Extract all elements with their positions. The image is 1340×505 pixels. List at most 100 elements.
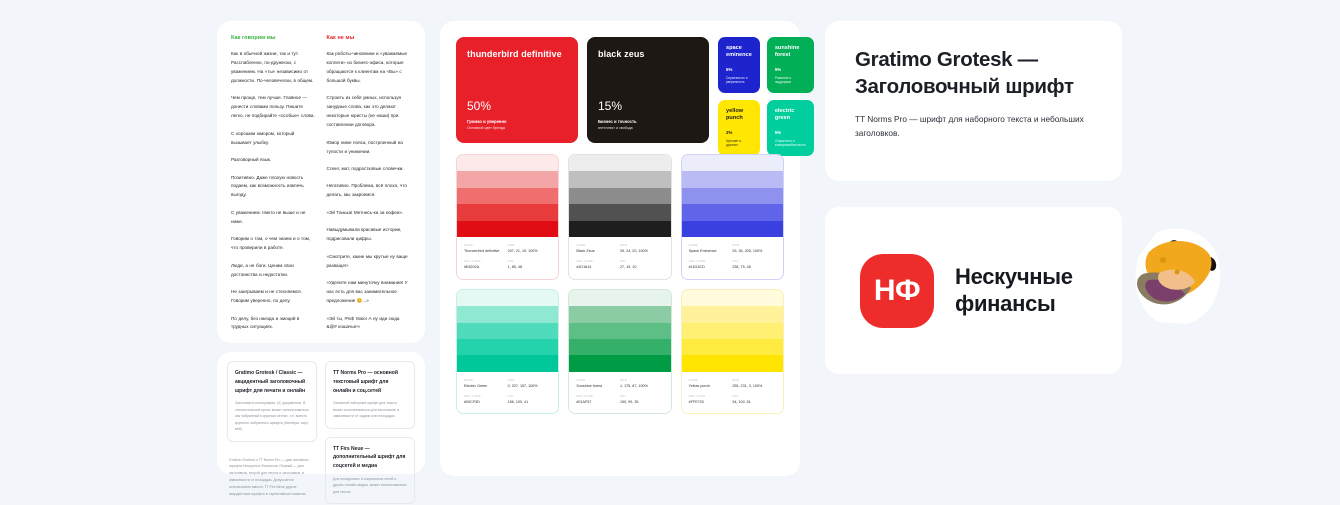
color-shade-band [681,322,783,339]
color-ramp-card[interactable]: NAME Sunshine forest RGB 1, 175, 87, 100% HE… [568,288,672,415]
swatch-name: electric green [774,108,795,122]
ramp-name-cell: NAME Thunderbird definitive [464,244,508,254]
ramp-hsl-cell: HSL 150, 99, 35 [620,395,664,405]
tone-paragraph: Строить из себя умных, используя занудны… [326,95,401,128]
ramp-name-cell: NAME Electric Green [464,379,508,389]
ramp-label-name: NAME [464,244,474,247]
ramp-label-rgb: RGB [732,244,740,247]
swatch-name: thunderbird definitive [467,49,562,59]
color-shade-band [569,155,671,172]
color-ramp-card[interactable]: NAME Black Zeus RGB 39, 24, 20, 100% HEX COD… [568,154,672,280]
ramp-label-hex: HEX CODE [688,260,706,264]
ramp-hsl-cell: HSL 27, 19, 10 [620,260,664,270]
color-ramp-strip [457,289,559,372]
ramp-value-rgb: 255, 231, 3, 100% [732,383,763,388]
ramp-value-hex: #FFE703 [688,400,704,405]
goose-mascot-icon [1135,228,1221,324]
ramp-value-hex: #1D24CD [688,265,705,270]
color-shade-band [569,322,671,339]
ramp-hex-cell: HEX CODE #FFE703 [689,395,733,405]
swatch-caption: Бизнес и точность [598,119,637,125]
ramp-value-hex: #E8202A [464,265,480,270]
mini-swatch-space-eminence[interactable]: space eminence 5% Серьезность и уверенно… [718,37,760,94]
ramp-value-hsl: 238, 75, 46 [732,265,751,270]
color-shade-band [681,220,783,238]
tone-paragraph: «Эй Танька! Метнись-ка за кофеи». [326,209,404,215]
color-shade-band [457,306,559,323]
tone-paragraph: Как в обычной жизни, так и тут. Расслабл… [231,51,314,83]
font-description: Для посадочных и социальных сетей и друг… [333,476,407,494]
color-shade-band [681,187,783,205]
mini-swatch-yellow-punch[interactable]: yellow punch 2% Цепляет и дразнит [718,100,760,157]
font-title: Gratimo Grotesk / Classic — акцидентный … [235,370,306,394]
logo-card: НФ Нескучные финансы [825,207,1122,374]
color-shade-band [569,355,671,372]
color-shade-band [457,355,559,372]
ramp-label-rgb: RGB [619,244,627,247]
ramp-rgb-cell: RGB 1, 175, 87, 100% [620,379,664,389]
color-ramp-strip [681,289,783,372]
ramp-value-name: Sunshine forest [576,383,602,388]
ramp-label-hex: HEX CODE [464,260,481,264]
font-description: Заголовки в полиграфии, UI, документах. … [235,401,309,432]
color-shade-band [569,289,671,307]
font-box-ttnorms: TT Norms Pro — основной текстовый шрифт … [325,361,415,429]
swatch-caption: Цепляет и дразнит [726,138,742,148]
ramp-value-name: Yellow punch [688,383,711,388]
ramp-value-rgb: 39, 24, 20, 100% [619,249,648,253]
color-ramp-card[interactable]: NAME Thunderbird definitive RGB 207, 21, 19… [456,154,560,280]
color-shade-band [457,171,559,188]
color-shade-band [569,171,671,188]
ramp-hex-cell: HEX CODE #1D24CD [689,260,733,270]
mini-swatch-electric-green[interactable]: electric green 5% Открытость и коммуника… [766,100,815,157]
mini-swatch-sunshine-forest[interactable]: sunshine forest 5% Развитие и поддержка [766,37,815,94]
color-ramp-info: NAME Sunshine forest RGB 1, 175, 87, 100% HE… [569,371,671,414]
ramp-hex-cell: HEX CODE #00CF9D [464,395,508,405]
ramp-label-hsl: HSL [732,260,739,264]
ramp-label-hex: HEX CODE [576,260,594,264]
color-shade-band [569,187,671,205]
ramp-label-hex: HEX CODE [688,395,706,399]
color-shade-band [569,306,671,323]
hero-swatch-blackzeus[interactable]: black zeus 15% Бизнес и точность интелле… [587,37,709,143]
tone-paragraph: Негативно. Проблема, всё плохо, что дела… [326,183,407,198]
tone-paragraph: Сленг, мат, подростковые словечки. [326,166,404,172]
ramp-label-name: NAME [688,244,698,247]
tone-column-good: Как говорим мы Как в обычной жизни, так … [231,35,316,341]
ramp-name-cell: NAME Black Zeus [576,244,620,254]
ramp-label-hsl: HSL [732,395,739,399]
swatch-percent: 5% [774,129,782,135]
ramp-label-hex: HEX CODE [576,395,594,399]
ramp-hsl-cell: HSL 166, 100, 41 [508,395,552,405]
ramp-label-rgb: RGB [619,378,627,382]
color-ramp-card[interactable]: NAME Yellow punch RGB 255, 231, 3, 100% HEX … [680,288,784,415]
tone-paragraph: «Эй ты, #%$ твою! А ну иди сюда &@# коша… [326,315,400,330]
ramp-label-rgb: RGB [732,378,740,382]
font-note: Gratimo Grotesk и TT Norms Pro — два осн… [229,457,309,496]
ramp-value-rgb: 1, 175, 87, 100% [619,383,648,388]
ramp-label-hsl: HSL [507,395,514,399]
tone-paragraph: Чем проще, тем лучше. Главное — донести … [231,95,315,119]
swatch-percent: 5% [774,66,782,72]
swatch-percent: 5% [726,66,733,72]
color-ramp-card[interactable]: NAME Electric Green RGB 0, 207, 157, 100% HE… [456,288,560,415]
color-ramp-card[interactable]: NAME Space Eminence RGB 29, 36, 205, 100% HE… [680,154,784,280]
swatch-caption: Серьезность и уверенность [726,75,748,85]
hero-swatch-thunderbird[interactable]: thunderbird definitive 50% Громко и увер… [456,37,578,143]
ramp-value-hex: #00CF9D [464,400,480,405]
ramp-value-hex: #1D1814 [576,265,592,270]
ramp-value-name: Black Zeus [576,249,595,253]
typography-card: Gratimo Grotesk — Заголовочный шрифт TT … [825,21,1122,181]
ramp-value-hsl: 54, 100, 51 [732,400,751,405]
ramp-label-name: NAME [464,378,474,382]
color-shade-band [457,204,559,221]
color-shade-band [569,338,671,356]
tone-paragraph: Как роботы-чиновники и «уважаемые коллег… [326,51,408,83]
color-ramp-info: NAME Black Zeus RGB 39, 24, 20, 100% HEX COD… [569,237,671,279]
ramp-hsl-cell: HSL 1, 85, 48 [508,260,552,270]
tone-paragraph: «Смотрите, какие мы крутые ну ваще разва… [326,253,408,268]
tone-heading-good: Как говорим мы [231,35,276,41]
color-shade-band [681,155,783,172]
ramp-rgb-cell: RGB 29, 36, 205, 100% [732,244,776,254]
color-shade-band [681,171,783,188]
